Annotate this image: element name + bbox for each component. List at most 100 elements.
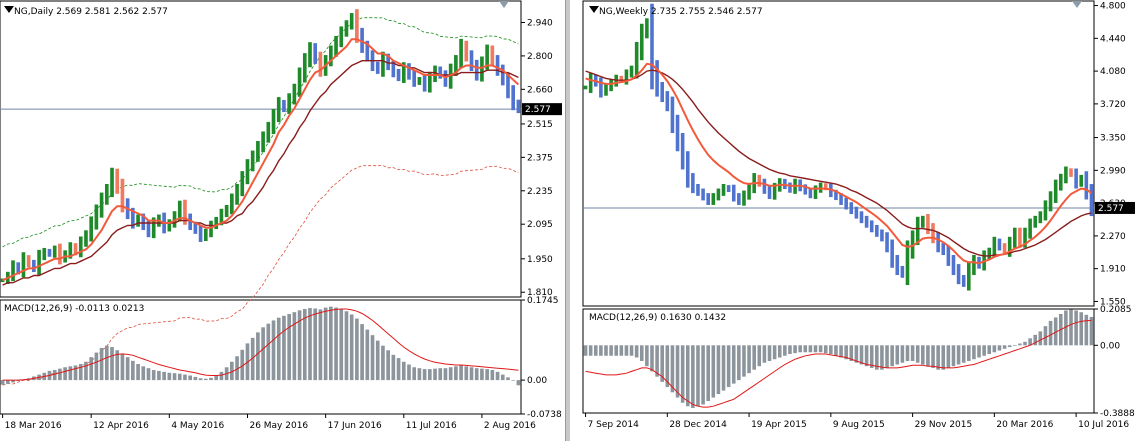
macd-histogram-bar (230, 361, 234, 381)
macd-histogram-bar (464, 366, 469, 381)
time-axis-label: 18 Mar 2016 (5, 421, 62, 431)
macd-histogram-bar (433, 368, 437, 381)
macd-histogram-bar (52, 370, 57, 381)
macd-label: MACD(12,26,9) -0.0113 0.0213 (4, 304, 144, 314)
macd-histogram-bar (313, 308, 318, 381)
macd-histogram-bar (203, 378, 208, 381)
macd-histogram-bar (516, 380, 521, 386)
price-bar (1002, 243, 1007, 256)
macd-histogram-bar (737, 345, 741, 381)
macd-histogram-bar (329, 306, 333, 381)
price-axis-label: 3.720 (1100, 100, 1126, 110)
price-bar (256, 141, 260, 162)
last-price-tag (522, 103, 562, 116)
macd-histogram-bar (386, 350, 390, 381)
price-bar (619, 75, 624, 83)
price-bar (302, 53, 307, 83)
price-bar (172, 211, 177, 228)
price-bar (864, 215, 869, 228)
macd-histogram-bar (240, 349, 245, 381)
collapse-arrow-icon[interactable] (589, 6, 599, 13)
price-bar (459, 38, 463, 69)
price-bar (78, 236, 83, 258)
price-bar (716, 188, 721, 201)
macd-panel (582, 308, 1095, 414)
macd-histogram-bar (1018, 343, 1022, 346)
daily-chart-window: 2.940 2.800 2.660 2.515 2.375 2.235 2.095 1.950… (0, 0, 565, 441)
window-divider[interactable] (565, 0, 571, 441)
price-bar (360, 27, 364, 53)
macd-histogram-bar (701, 345, 705, 405)
price-bar (230, 193, 234, 215)
macd-histogram-bar (454, 366, 458, 381)
macd-histogram-bar (1053, 317, 1058, 346)
price-axis-label: 2.940 (527, 18, 553, 28)
price-bar (318, 51, 323, 77)
price-bar (936, 232, 940, 253)
macd-histogram-bar (365, 329, 370, 381)
macd-histogram-bar (157, 370, 161, 381)
price-bar (99, 192, 104, 218)
macd-histogram-bar (762, 345, 767, 363)
price-axis-label: 1.910 (1100, 265, 1126, 275)
macd-panel (0, 299, 522, 415)
macd-histogram-bar (987, 345, 992, 355)
macd-histogram-bar (58, 368, 62, 381)
price-bar (26, 255, 31, 268)
shift-marker-icon[interactable] (499, 1, 509, 8)
macd-histogram-bar (506, 377, 510, 381)
price-bar (454, 55, 458, 76)
macd-histogram-bar (287, 314, 291, 381)
last-price-value: 2.577 (1098, 204, 1124, 214)
time-axis-label: 11 Jul 2016 (406, 421, 457, 431)
macd-histogram-bar (297, 310, 302, 381)
macd-axis-label: 0.1745 (527, 296, 559, 306)
price-bar (276, 97, 281, 123)
price-bar (1033, 215, 1038, 228)
collapse-arrow-icon[interactable] (4, 6, 14, 13)
macd-signal-line (2, 308, 519, 381)
price-bar (757, 174, 762, 187)
macd-histogram-bar (1038, 331, 1043, 346)
macd-histogram-bar (844, 345, 848, 360)
price-bar (931, 223, 935, 244)
price-bar (1043, 200, 1048, 221)
price-bar (624, 69, 629, 85)
slow-moving-average-line (2, 60, 519, 286)
macd-histogram-bar (910, 345, 915, 361)
macd-histogram-bar (839, 345, 843, 358)
price-bar (844, 197, 848, 210)
shift-marker-icon[interactable] (1072, 1, 1082, 8)
macd-histogram-bar (1048, 320, 1053, 346)
price-bar (224, 204, 229, 218)
price-bar (396, 68, 401, 82)
macd-histogram-bar (355, 318, 359, 381)
price-bar (334, 35, 338, 57)
price-bar (967, 262, 971, 291)
price-bar (599, 77, 603, 98)
macd-histogram-bar (619, 345, 624, 356)
price-bar (349, 13, 354, 30)
macd-histogram-bar (624, 345, 629, 356)
price-bar (386, 53, 390, 71)
price-bar (583, 85, 588, 90)
macd-histogram-bar (696, 345, 700, 407)
macd-histogram-bar (68, 366, 73, 381)
macd-histogram-bar (349, 314, 354, 381)
price-bar (972, 255, 976, 276)
macd-histogram-bar (500, 374, 505, 381)
macd-histogram-bar (803, 345, 808, 353)
macd-histogram-bar (1089, 316, 1094, 346)
price-bar (742, 190, 746, 206)
price-bar (905, 240, 910, 286)
price-bar (141, 213, 146, 231)
price-bar (696, 183, 700, 196)
macd-histogram-bar (967, 345, 971, 361)
macd-histogram-bar (256, 332, 260, 381)
macd-histogram-bar (188, 375, 192, 381)
macd-histogram-bar (146, 368, 151, 381)
price-bar (146, 220, 151, 238)
price-bar (629, 65, 634, 78)
price-bar (788, 182, 792, 193)
price-bar (737, 193, 741, 205)
